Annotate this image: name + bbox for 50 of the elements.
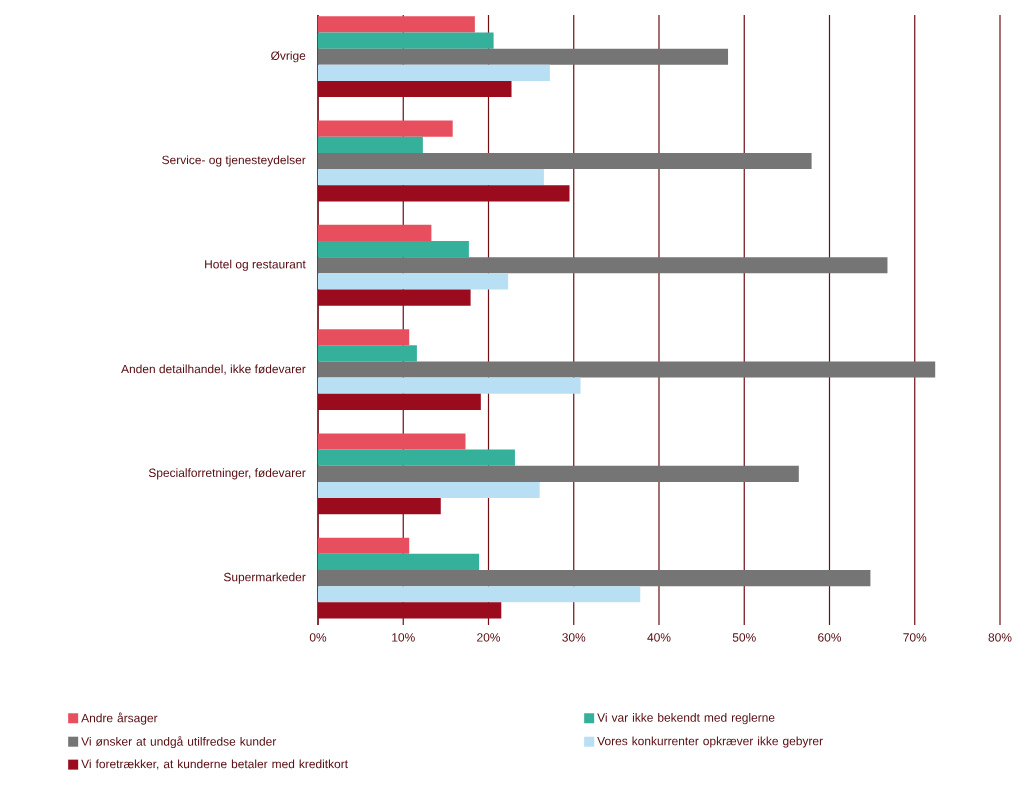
- x-tick-label: 70%: [903, 633, 927, 642]
- bar: [318, 48, 729, 65]
- legend-label: Vores konkurrenter opkræver ikke gebyrer: [597, 736, 823, 748]
- x-tick-label: 80%: [988, 633, 1012, 642]
- y-tick-label: Anden detailhandel, ikke fødevarer: [121, 364, 306, 375]
- bar: [318, 169, 544, 186]
- bar: [318, 481, 540, 499]
- bar: [318, 465, 799, 482]
- x-tick-label: 10%: [392, 633, 415, 642]
- x-tick-label: 0%: [309, 633, 327, 642]
- x-tick-label: 20%: [477, 633, 501, 642]
- bar: [318, 553, 480, 570]
- bar: [318, 361, 936, 378]
- x-tick-label: 40%: [647, 633, 671, 642]
- bar: [318, 537, 410, 554]
- bar: [318, 80, 512, 98]
- y-tick-label: Hotel og restaurant: [205, 259, 306, 271]
- bar: [318, 498, 441, 515]
- legend-label: Andre årsager: [81, 712, 158, 725]
- bar: [318, 329, 410, 346]
- y-tick-label: Service- og tjenesteydelser: [162, 155, 306, 167]
- bar: [318, 273, 509, 290]
- x-tick-label: 30%: [562, 633, 586, 642]
- x-tick-label: 50%: [732, 633, 756, 642]
- bar: [318, 289, 471, 306]
- bar: [318, 224, 432, 242]
- bar: [318, 345, 417, 362]
- bar: [318, 570, 871, 587]
- bar: [318, 64, 550, 81]
- legend-label: Vi foretrækker, at kunderne betaler med kreditkort: [81, 759, 348, 770]
- bar: [318, 241, 469, 258]
- bar: [318, 586, 641, 603]
- bar: [318, 449, 515, 466]
- y-tick-label: Specialforretninger, fødevarer: [148, 468, 306, 480]
- bar: [318, 120, 453, 137]
- y-tick-label: Supermarkeder: [223, 572, 306, 584]
- bar: [318, 16, 475, 33]
- y-tick-label: Øvrige: [271, 51, 306, 63]
- bar: [318, 257, 888, 274]
- bar: [318, 32, 494, 49]
- bar: [318, 152, 812, 170]
- bar: [318, 393, 481, 410]
- bar: [318, 433, 466, 450]
- x-tick-label: 60%: [818, 633, 842, 642]
- legend-label: Vi var ikke bekendt med reglerne: [597, 713, 775, 725]
- bar: [318, 185, 570, 202]
- bar: [318, 602, 502, 619]
- legend-label: Vi ønsker at undgå utilfredse kunder: [81, 735, 277, 749]
- bar: [318, 136, 423, 153]
- bar: [318, 377, 581, 394]
